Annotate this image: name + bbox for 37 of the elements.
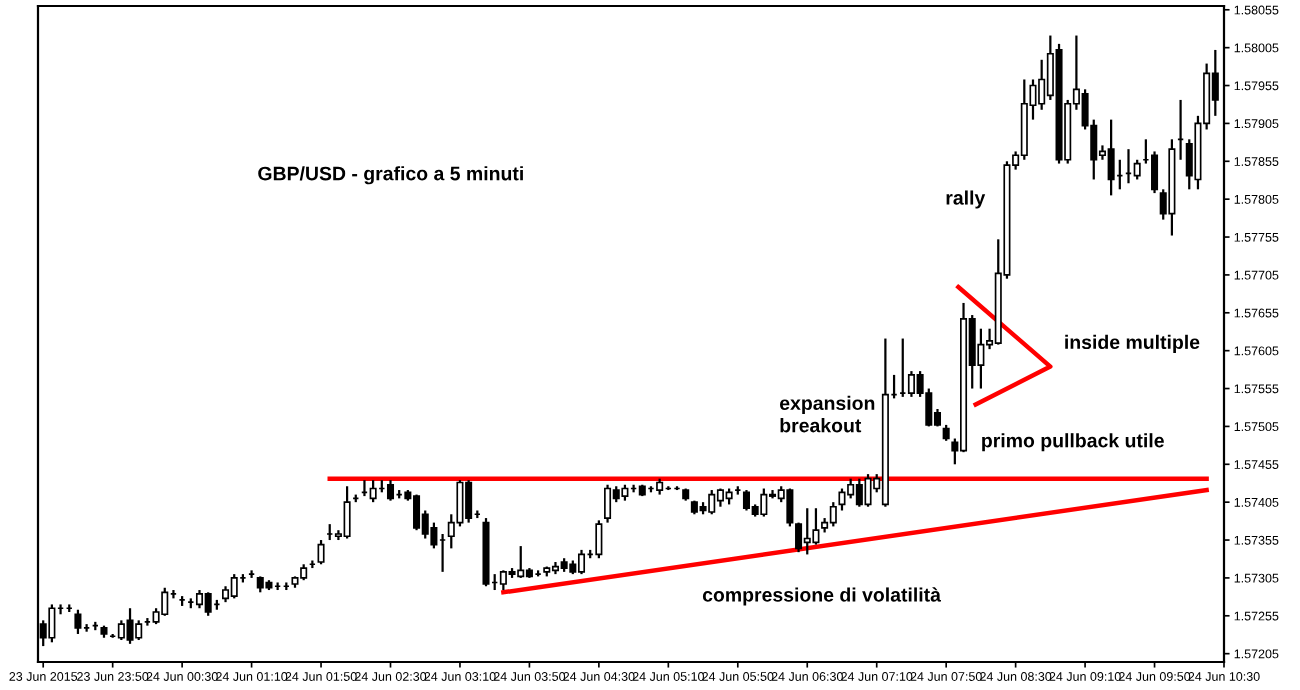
candlestick (386, 479, 395, 502)
candlestick (795, 521, 803, 554)
candlestick (1211, 48, 1219, 117)
candlestick (708, 488, 716, 516)
annotation: compressione di volatilità (702, 587, 942, 606)
annotation: rally (946, 190, 986, 209)
candlestick (343, 485, 351, 540)
candlestick (786, 487, 794, 528)
text: GBP/USD - grafico a 5 minuti (258, 166, 523, 185)
annotation: primo pullback utile (982, 433, 1164, 452)
candlestick (161, 586, 169, 617)
candlestick (204, 591, 212, 617)
candlestick (517, 544, 525, 580)
candlestick (317, 538, 325, 566)
candlestick (803, 507, 811, 556)
candlestick (595, 519, 603, 560)
candlestick (369, 479, 377, 504)
candlestick (135, 619, 143, 642)
candlestick (195, 588, 204, 610)
candlestick (604, 483, 612, 524)
candlestick (126, 607, 134, 645)
candlestick (230, 573, 238, 600)
candlestick (812, 507, 820, 546)
candlestick (838, 487, 846, 512)
candlestick (742, 488, 751, 512)
annotation: expansion breakout (780, 395, 875, 433)
candlestick (74, 608, 82, 636)
candlestick (1151, 150, 1159, 195)
candlestick (829, 501, 837, 528)
candlestick (864, 473, 872, 508)
candlestick (577, 548, 586, 576)
annotation: inside multiple (1065, 334, 1200, 353)
candlestick (1107, 118, 1115, 197)
candlestick (1133, 158, 1141, 181)
candlestick (430, 521, 438, 550)
candlestick (760, 487, 768, 518)
candlestick (48, 603, 56, 644)
